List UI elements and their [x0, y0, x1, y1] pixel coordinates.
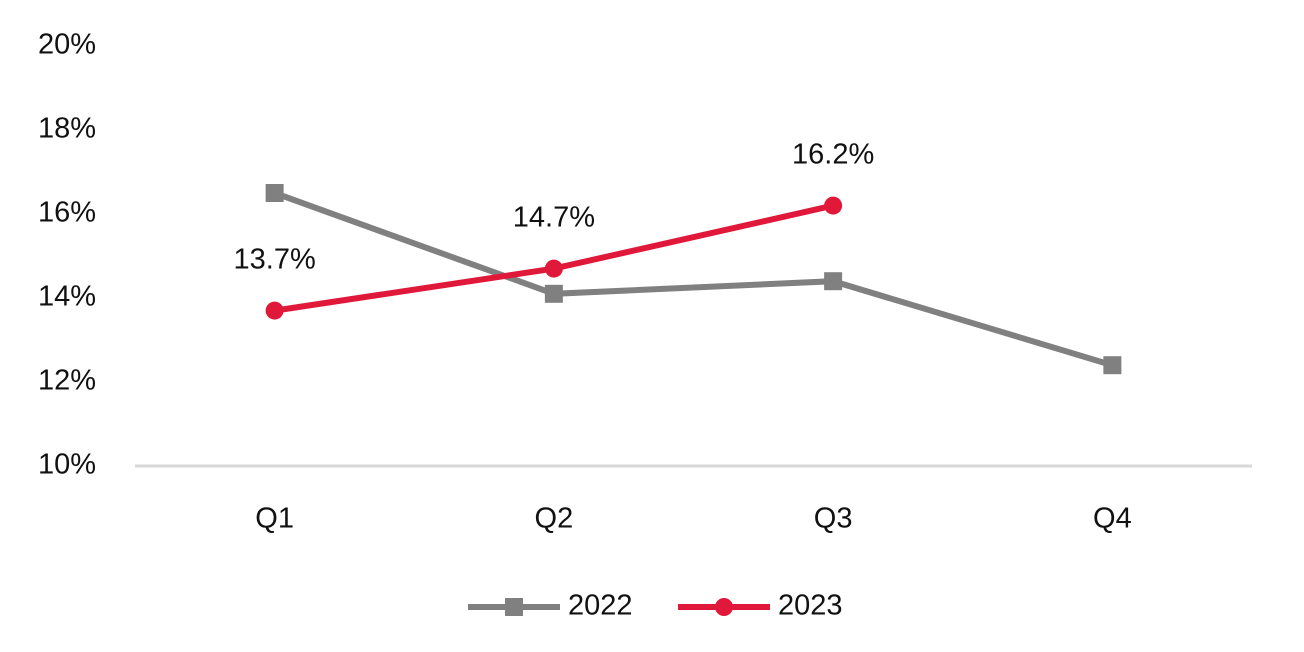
marker — [265, 184, 284, 202]
x-tick-label: Q4 — [1093, 503, 1132, 535]
data-label: 16.2% — [792, 138, 874, 170]
x-tick-label: Q3 — [814, 503, 853, 535]
marker — [1103, 356, 1122, 375]
marker — [824, 196, 843, 215]
marker — [824, 272, 843, 291]
marker — [544, 284, 563, 303]
x-tick-label: Q2 — [535, 503, 574, 535]
marker — [265, 301, 284, 320]
data-label: 14.7% — [513, 201, 595, 233]
data-label: 13.7% — [234, 243, 316, 275]
y-tick-label: 18% — [38, 113, 96, 145]
marker — [544, 259, 563, 278]
legend-label: 2023 — [778, 590, 843, 622]
y-tick-label: 16% — [38, 197, 96, 229]
y-tick-label: 10% — [38, 449, 96, 481]
y-tick-label: 12% — [38, 365, 96, 397]
x-tick-label: Q1 — [255, 503, 294, 535]
legend-marker — [715, 598, 733, 616]
legend-marker — [505, 598, 523, 616]
series-line — [273, 190, 1114, 369]
y-tick-label: 20% — [38, 29, 96, 61]
legend-label: 2022 — [568, 590, 633, 622]
y-tick-label: 14% — [38, 281, 96, 313]
